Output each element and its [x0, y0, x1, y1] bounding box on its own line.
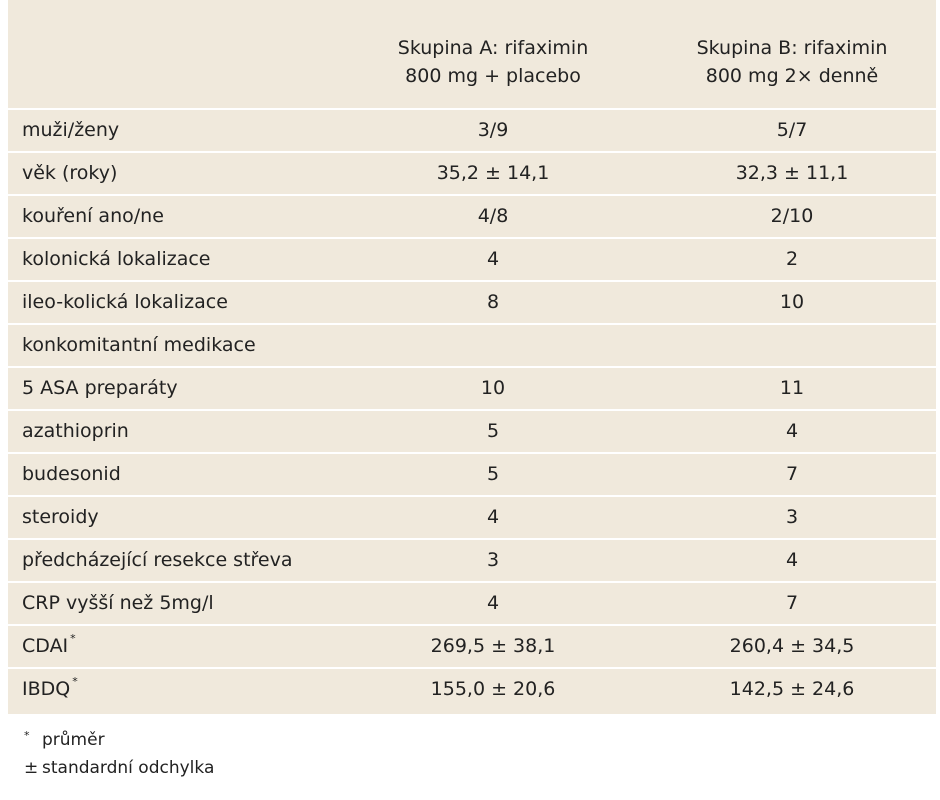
cell-group-a: 3/9	[477, 119, 509, 141]
row-label: steroidy	[22, 497, 342, 538]
cell-group-a: 3	[486, 549, 500, 571]
row-label: azathioprin	[22, 411, 342, 452]
table-row: muži/ženy 3/9 5/7	[8, 108, 936, 151]
cell-group-a: 35,2 ± 14,1	[436, 162, 550, 184]
column-header-group-a-line2: 800 mg + placebo	[405, 65, 581, 87]
table-row: kouření ano/ne 4/8 2/10	[8, 194, 936, 237]
row-label-text: IBDQ	[22, 678, 71, 700]
row-label: budesonid	[22, 454, 342, 495]
row-label-text: věk (roky)	[22, 162, 118, 184]
cell-group-b: 5/7	[776, 119, 808, 141]
column-header-group-b: Skupina B: rifaximin 800 mg 2× denně	[648, 34, 936, 90]
row-label-text: kouření ano/ne	[22, 205, 164, 227]
cell-group-b: 3	[785, 506, 799, 528]
cell-group-a: 4	[486, 592, 500, 614]
row-label: IBDQ *	[22, 669, 342, 710]
cell-group-a	[338, 325, 648, 366]
cell-group-b: 11	[779, 377, 805, 399]
table-row: 5 ASA preparáty 10 11	[8, 366, 936, 409]
row-label: ileo-kolická lokalizace	[22, 282, 342, 323]
row-label: muži/ženy	[22, 110, 342, 151]
row-label: konkomitantní medikace	[22, 325, 342, 366]
table-row: steroidy 4 3	[8, 495, 936, 538]
cell-group-a: 269,5 ± 38,1	[430, 635, 556, 657]
table-row: IBDQ * 155,0 ± 20,6 142,5 ± 24,6	[8, 667, 936, 710]
table-row: kolonická lokalizace 4 2	[8, 237, 936, 280]
footnote-text: standardní odchylka	[42, 758, 215, 778]
table-row: konkomitantní medikace	[8, 323, 936, 366]
cell-group-a: 8	[486, 291, 500, 313]
footnote-text: průměr	[42, 730, 105, 750]
cell-group-b: 7	[785, 463, 799, 485]
table-row: azathioprin 5 4	[8, 409, 936, 452]
row-label: předcházející resekce střeva	[22, 540, 342, 581]
column-header-group-b-line2: 800 mg 2× denně	[705, 65, 879, 87]
footnote-line: ± standardní odchylka	[24, 754, 214, 782]
cell-group-b: 2	[785, 248, 799, 270]
row-label-text: CDAI	[22, 635, 69, 657]
footnote-marker: *	[70, 632, 76, 645]
table-body: muži/ženy 3/9 5/7 věk (roky) 35,2 ± 14,1 32,3…	[8, 108, 936, 710]
row-label: CRP vyšší než 5mg/l	[22, 583, 342, 624]
cell-group-a: 4	[486, 506, 500, 528]
table-row: věk (roky) 35,2 ± 14,1 32,3 ± 11,1	[8, 151, 936, 194]
footnote-mark: ±	[24, 758, 39, 778]
cell-group-b: 2/10	[770, 205, 814, 227]
row-label-text: azathioprin	[22, 420, 129, 442]
table-row: CRP vyšší než 5mg/l 4 7	[8, 581, 936, 624]
cell-group-b: 4	[785, 549, 799, 571]
cell-group-a: 10	[480, 377, 506, 399]
table-row: předcházející resekce střeva 3 4	[8, 538, 936, 581]
cell-group-a: 4/8	[477, 205, 509, 227]
row-label-text: CRP vyšší než 5mg/l	[22, 592, 214, 614]
footnote-marker: *	[72, 675, 78, 688]
table-row: ileo-kolická lokalizace 8 10	[8, 280, 936, 323]
column-header-group-a: Skupina A: rifaximin 800 mg + placebo	[338, 34, 648, 90]
footnote-line: * průměr	[24, 726, 214, 754]
row-label: kolonická lokalizace	[22, 239, 342, 280]
row-label-text: ileo-kolická lokalizace	[22, 291, 228, 313]
table-panel: Skupina A: rifaximin 800 mg + placebo Sk…	[8, 0, 936, 714]
cell-group-a: 155,0 ± 20,6	[430, 678, 556, 700]
table-row: budesonid 5 7	[8, 452, 936, 495]
table-row: CDAI * 269,5 ± 38,1 260,4 ± 34,5	[8, 624, 936, 667]
cell-group-b: 32,3 ± 11,1	[735, 162, 849, 184]
footnote-mark: *	[24, 729, 30, 742]
row-label: věk (roky)	[22, 153, 342, 194]
cell-group-a: 5	[486, 420, 500, 442]
cell-group-a: 5	[486, 463, 500, 485]
cell-group-b: 10	[779, 291, 805, 313]
row-label: CDAI *	[22, 626, 342, 667]
column-header-group-a-line1: Skupina A: rifaximin	[397, 37, 589, 59]
row-label-text: předcházející resekce střeva	[22, 549, 293, 571]
row-label-text: budesonid	[22, 463, 121, 485]
cell-group-b: 4	[785, 420, 799, 442]
row-label-text: konkomitantní medikace	[22, 334, 256, 356]
cell-group-b: 260,4 ± 34,5	[729, 635, 855, 657]
table-header: Skupina A: rifaximin 800 mg + placebo Sk…	[8, 0, 936, 108]
cell-group-b: 142,5 ± 24,6	[729, 678, 855, 700]
cell-group-a: 4	[486, 248, 500, 270]
row-label-text: kolonická lokalizace	[22, 248, 211, 270]
row-label: kouření ano/ne	[22, 196, 342, 237]
footnotes: * průměr ± standardní odchylka	[24, 726, 214, 782]
row-label: 5 ASA preparáty	[22, 368, 342, 409]
row-label-text: steroidy	[22, 506, 99, 528]
row-label-text: 5 ASA preparáty	[22, 377, 178, 399]
row-label-text: muži/ženy	[22, 119, 120, 141]
column-header-group-b-line1: Skupina B: rifaximin	[696, 37, 888, 59]
cell-group-b	[648, 325, 936, 366]
cell-group-b: 7	[785, 592, 799, 614]
